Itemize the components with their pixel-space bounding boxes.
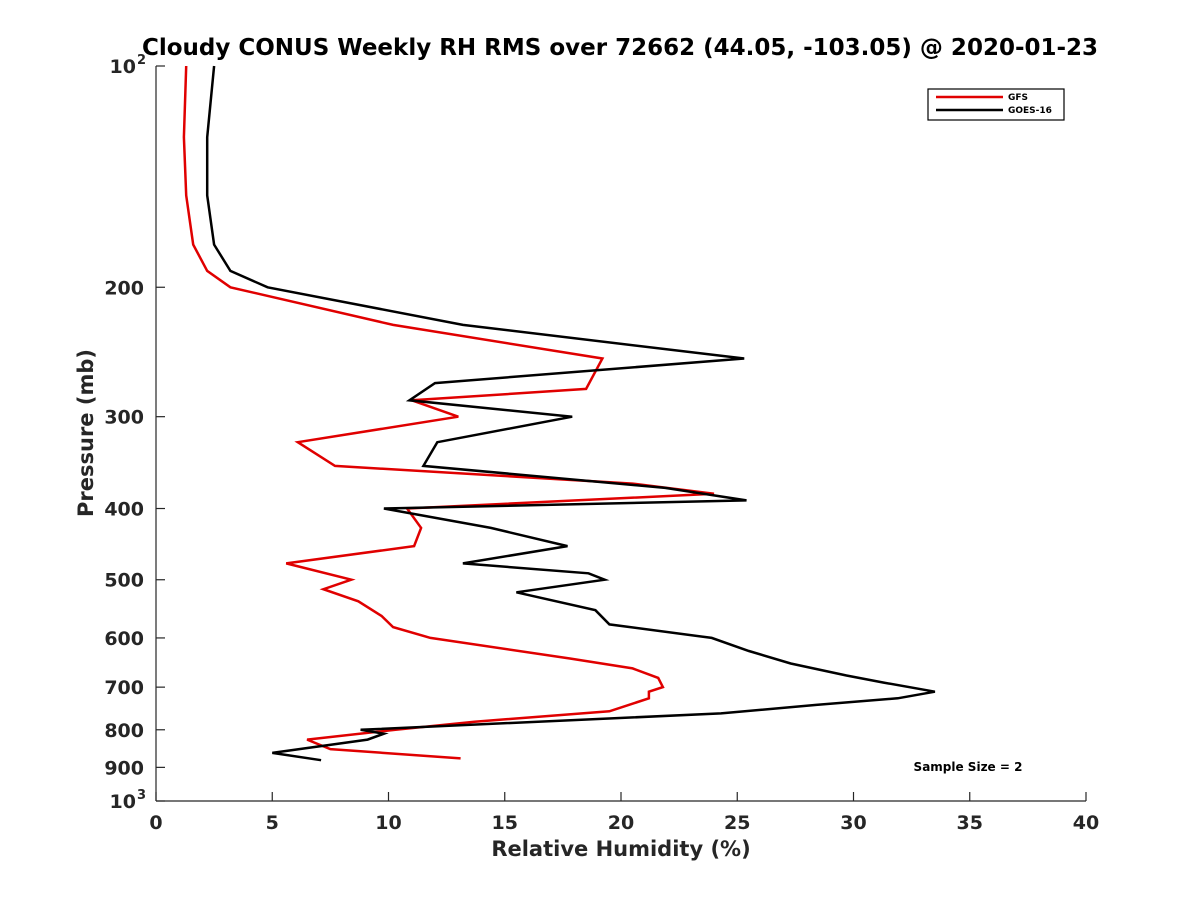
y-tick-exponent: 3 [137,788,146,803]
x-tick-label: 15 [492,812,518,834]
y-tick-label: 900 [104,757,144,779]
x-tick-label: 5 [266,812,279,834]
chart-title: Cloudy CONUS Weekly RH RMS over 72662 (4… [142,35,1098,61]
x-tick-label: 10 [375,812,401,834]
x-tick-label: 0 [149,812,162,834]
y-tick-exponent: 2 [137,53,146,68]
y-tick-label: 600 [104,628,144,650]
y-tick-label: 200 [104,277,144,299]
legend-box [927,88,1065,121]
x-axis-label: Relative Humidity (%) [491,837,750,861]
y-tick-label: 300 [104,407,144,429]
y-tick-label: 10 [110,56,136,78]
y-axis-label: Pressure (mb) [74,349,98,517]
y-tick-label: 400 [104,499,144,521]
series-line-goes16 [205,65,936,762]
x-tick-label: 35 [957,812,983,834]
x-tick-label: 20 [608,812,634,834]
x-tick-label: 40 [1073,812,1099,834]
x-tick-label: 25 [724,812,750,834]
y-tick-label: 800 [104,720,144,742]
y-tick-label: 700 [104,677,144,699]
axes-background [156,66,1086,801]
y-tick-label: 500 [104,570,144,592]
y-tick-label: 10 [110,791,136,813]
legend-label-goes16: GOES-16 [1008,106,1052,116]
x-axis-ticks: 0 5 10 15 20 25 30 35 40 [149,792,1099,834]
series-layer [182,65,936,762]
plot-area [155,65,1086,802]
legend: GFS GOES-16 [927,88,1065,121]
legend-label-gfs: GFS [1008,93,1028,103]
x-tick-label: 30 [840,812,866,834]
sample-size-annotation: Sample Size = 2 [914,760,1023,774]
series-line-gfs [182,65,715,760]
